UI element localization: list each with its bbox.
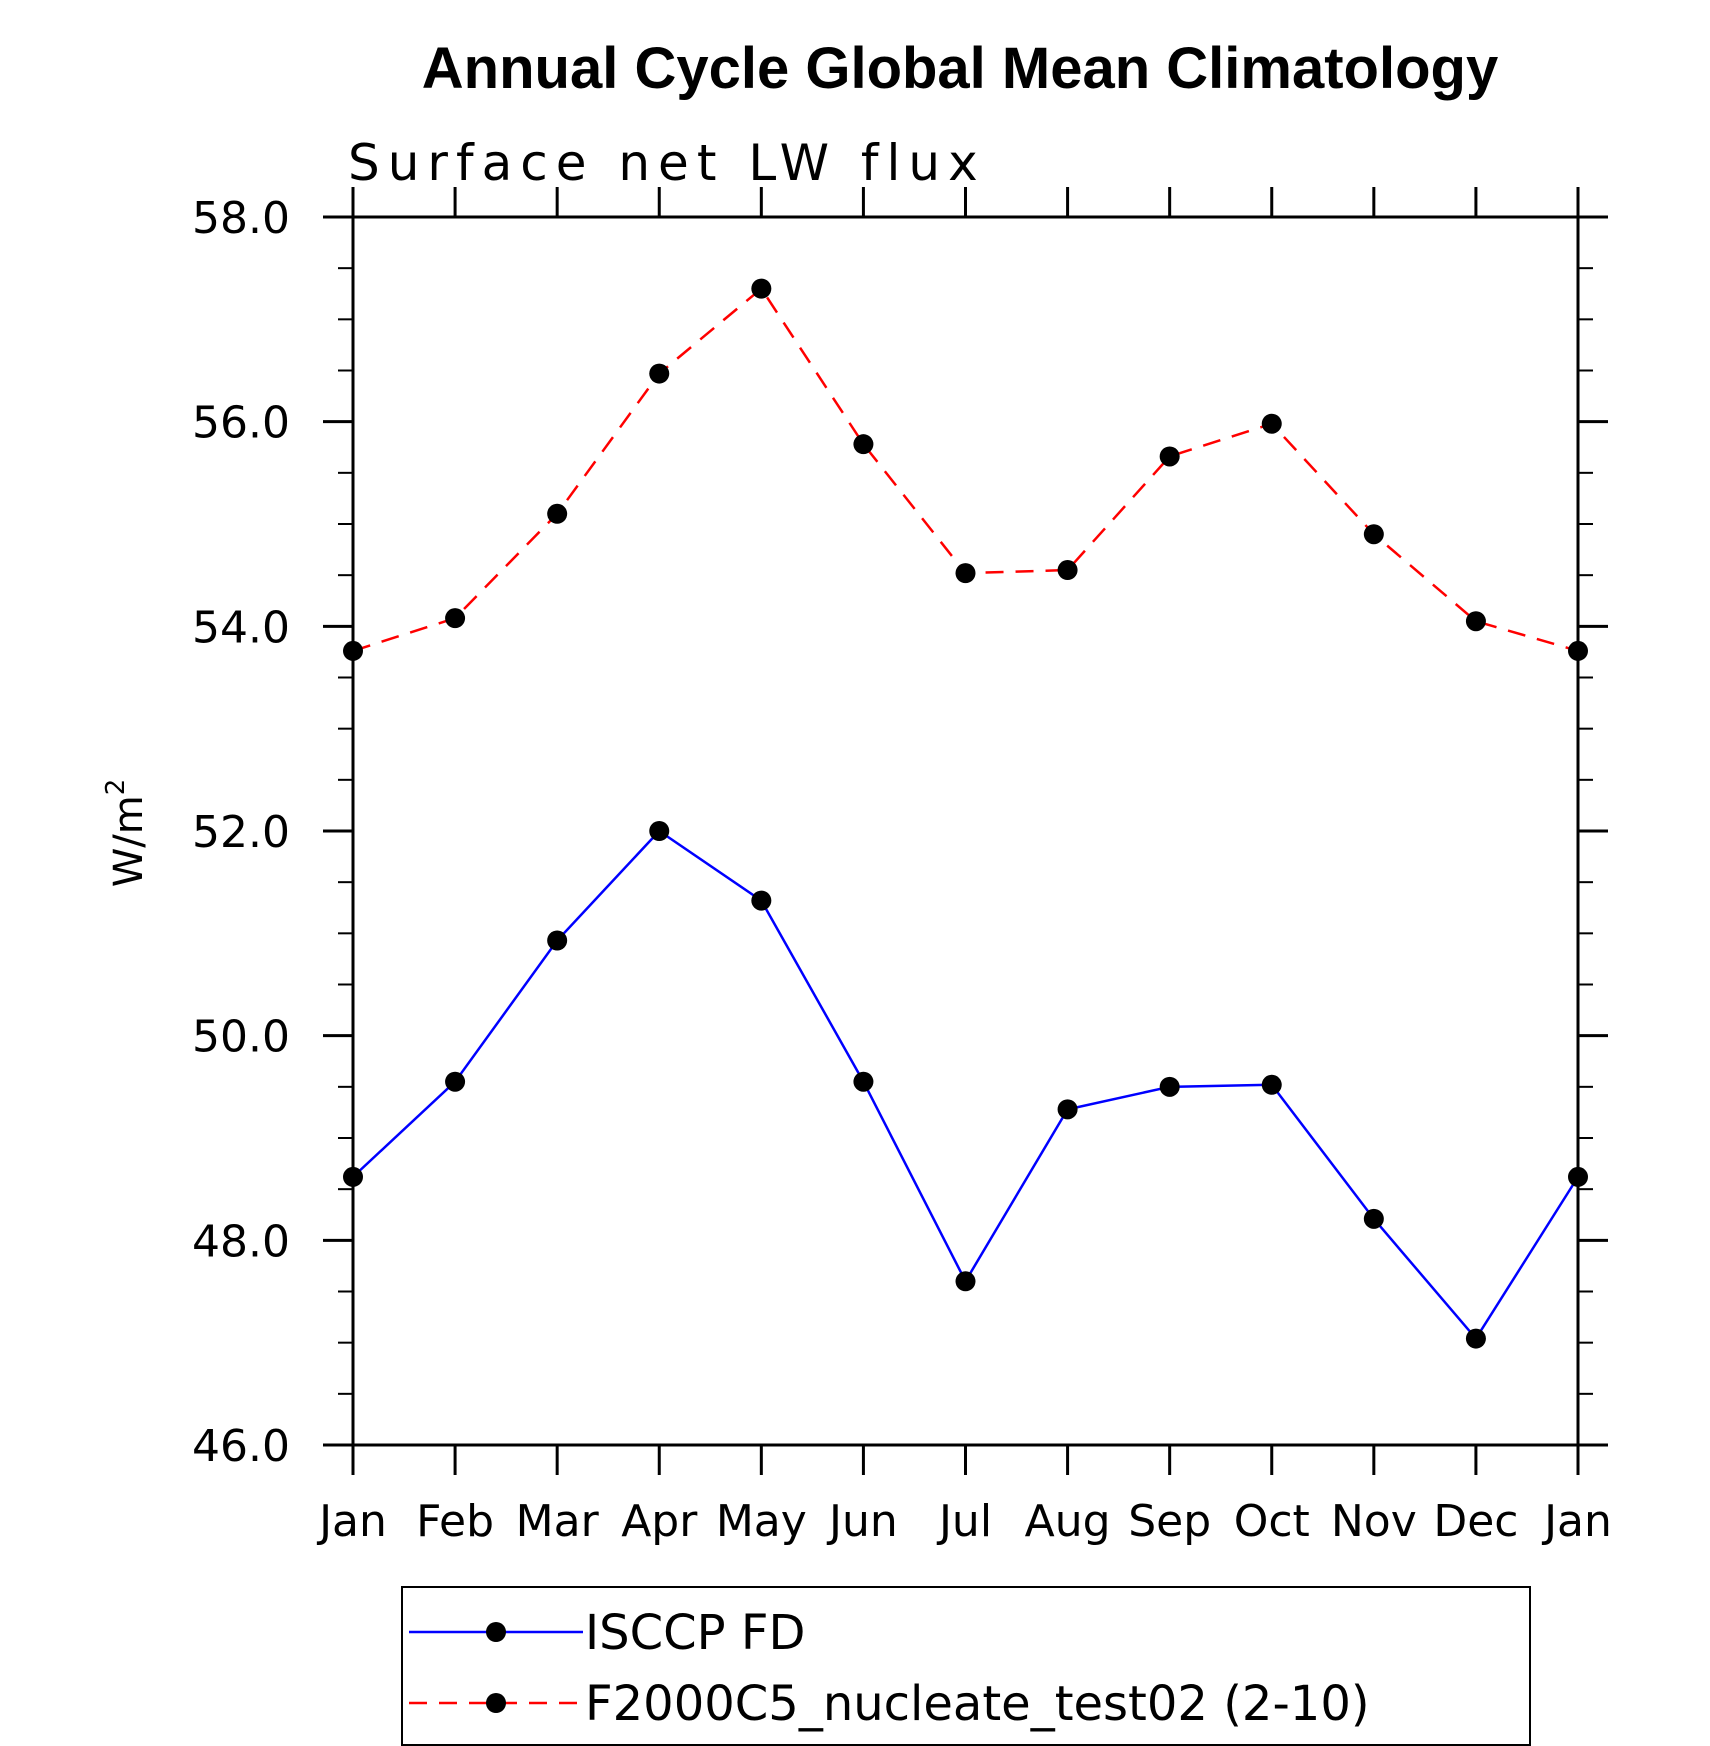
chart-subtitle: Surface net LW flux bbox=[348, 134, 986, 192]
series-1-point bbox=[649, 363, 670, 384]
x-tick-label: May bbox=[716, 1496, 807, 1547]
legend-label-model: F2000C5_nucleate_test02 (2-10) bbox=[585, 1676, 1370, 1732]
series-1-point bbox=[1261, 413, 1282, 434]
plot-frame bbox=[351, 215, 1580, 1447]
series-1-point bbox=[1465, 611, 1486, 632]
x-tick-label: Mar bbox=[516, 1496, 600, 1547]
y-tick-label: 48.0 bbox=[192, 1216, 290, 1267]
series-0-point bbox=[1568, 1166, 1588, 1187]
y-tick-label: 52.0 bbox=[192, 807, 290, 858]
series-1-point bbox=[445, 608, 466, 629]
y-tick-label: 56.0 bbox=[192, 398, 290, 449]
series-1-point bbox=[1057, 560, 1078, 581]
x-tick-label: Aug bbox=[1025, 1496, 1111, 1547]
y-axis: 46.0 48.0 50.0 52.0 54.0 56.0 58.0 bbox=[192, 193, 1608, 1472]
legend-marker-model bbox=[486, 1693, 506, 1713]
series-0-point bbox=[649, 821, 670, 841]
x-tick-label: Jul bbox=[936, 1496, 992, 1547]
y-tick-label: 54.0 bbox=[192, 602, 290, 653]
x-tick-label: Dec bbox=[1433, 1496, 1518, 1547]
y-tick-label: 58.0 bbox=[192, 193, 290, 244]
x-tick-label: Feb bbox=[416, 1496, 494, 1547]
series-0-point bbox=[955, 1271, 976, 1292]
legend: ISCCP FD F2000C5_nucleate_test02 (2-10) bbox=[401, 1586, 1531, 1746]
chart-title: Annual Cycle Global Mean Climatology bbox=[422, 36, 1498, 101]
series-1-point bbox=[955, 563, 976, 584]
legend-label-isccp: ISCCP FD bbox=[585, 1605, 805, 1661]
x-tick-label: Sep bbox=[1128, 1496, 1211, 1547]
series-0-point bbox=[853, 1071, 874, 1092]
x-tick-label: Apr bbox=[621, 1496, 698, 1547]
series-0-point bbox=[1057, 1099, 1078, 1120]
series-0-point bbox=[1465, 1328, 1486, 1349]
series-0-point bbox=[1261, 1074, 1282, 1095]
series-1-point bbox=[853, 434, 874, 455]
legend-marker-isccp bbox=[486, 1622, 506, 1642]
series-line-1 bbox=[352, 286, 1579, 653]
x-axis: Jan Feb Mar Apr May Jun Jul Aug Sep Oct Nov Dec Jan bbox=[316, 187, 1612, 1547]
series-1-point bbox=[751, 278, 772, 299]
series-1-point bbox=[1568, 640, 1588, 661]
legend-box bbox=[401, 1586, 1531, 1746]
y-tick-label: 50.0 bbox=[192, 1012, 290, 1063]
series-1-point bbox=[1363, 524, 1384, 545]
x-tick-label: Jan bbox=[1541, 1496, 1612, 1547]
series-0-point bbox=[343, 1166, 363, 1187]
series-layer bbox=[343, 278, 1588, 1349]
series-1-point bbox=[343, 640, 363, 661]
y-tick-label: 46.0 bbox=[192, 1421, 290, 1472]
x-tick-label: Jun bbox=[826, 1496, 898, 1547]
y-axis-label-unit: W/m bbox=[106, 795, 152, 887]
series-0-point bbox=[751, 890, 772, 911]
series-line-0 bbox=[352, 829, 1580, 1341]
series-1-point bbox=[547, 503, 568, 524]
series-0-point bbox=[1159, 1076, 1180, 1097]
series-1-point bbox=[1159, 446, 1180, 467]
series-0-point bbox=[547, 930, 568, 951]
x-tick-label: Jan bbox=[316, 1496, 387, 1547]
x-tick-label: Nov bbox=[1331, 1496, 1417, 1547]
y-axis-label: W/m2 bbox=[101, 779, 152, 888]
series-0-point bbox=[445, 1071, 466, 1092]
y-axis-label-exponent: 2 bbox=[101, 779, 131, 796]
series-0-point bbox=[1363, 1208, 1384, 1229]
x-tick-label: Oct bbox=[1234, 1496, 1310, 1547]
